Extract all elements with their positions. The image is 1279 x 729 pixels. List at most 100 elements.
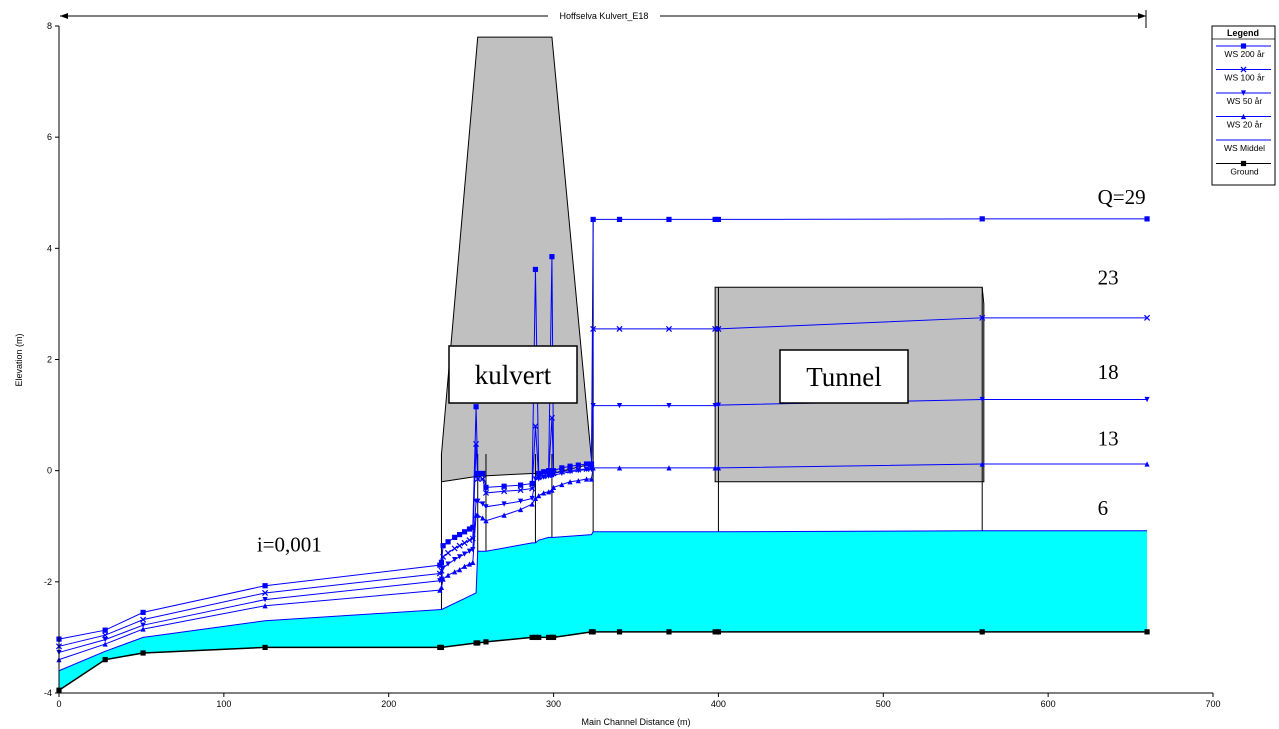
point-ws-200-r: [518, 482, 524, 488]
annotation-label: 18: [1098, 360, 1119, 384]
point-ground: [532, 634, 539, 641]
point-ws-20-r: [536, 493, 542, 499]
point-ws-20-r: [452, 569, 458, 575]
point-ws-200-r: [461, 529, 468, 535]
point-ws-200-r: [567, 463, 573, 469]
point-ws-50-r: [712, 403, 718, 409]
point-ws-100-r: [479, 475, 486, 483]
water-fill-layer: [59, 530, 1148, 691]
x-axis-title: Main Channel Distance (m): [581, 717, 690, 727]
y-tick-label: 8: [47, 21, 52, 31]
point-ws-50-r: [452, 557, 458, 563]
plot-area: 0 100 200 300 400 500 600 700 -4 -2 0 2 4 6 8: [44, 21, 1221, 709]
legend-entry-label: WS Middel: [1224, 143, 1265, 153]
point-ws-100-r: [517, 487, 524, 494]
point-ground: [438, 644, 445, 651]
tunnel-label: Tunnel: [806, 362, 882, 392]
point-ws-200-r: [1144, 216, 1150, 222]
y-tick-label: -4: [44, 688, 52, 698]
point-ws-20-r: [546, 489, 552, 495]
point-ws-200-r: [532, 266, 539, 273]
point-ws-200-r: [480, 470, 486, 477]
point-ws-200-r: [501, 483, 507, 489]
point-ws-50-r: [440, 565, 446, 571]
point-ws-200-r: [616, 216, 623, 223]
point-ws-200-r: [102, 627, 108, 633]
x-tick-label: 100: [216, 699, 231, 709]
point-ws-50-r: [546, 473, 552, 479]
point-ws-20-r: [583, 476, 590, 482]
tunnel-label-box: [779, 349, 909, 404]
point-ws-200-r: [452, 534, 458, 540]
point-ws-50-r: [536, 476, 542, 482]
point-ws-20-r: [466, 561, 473, 567]
point-ground: [140, 650, 146, 656]
legend: Legend WS 200 år WS 100 år WS 50 år WS 20 å…: [1211, 25, 1276, 186]
point-ws-50-r: [532, 476, 539, 482]
x-tick-label: 0: [56, 699, 61, 709]
point-ws-50-r: [715, 402, 722, 408]
point-ws-200-r: [541, 469, 547, 475]
point-ws-20-r: [437, 587, 443, 593]
point-ws-20-r: [529, 501, 535, 507]
legend-entry-label: WS 100 år: [1224, 73, 1264, 83]
point-ws-20-r: [1144, 461, 1150, 467]
point-ws-100-r: [616, 325, 623, 332]
point-ground: [483, 639, 489, 645]
point-ws-50-r: [567, 469, 573, 475]
point-ws-100-r: [501, 488, 508, 495]
point-ws-100-r: [473, 440, 480, 448]
point-ws-100-r: [715, 325, 722, 332]
point-ws-20-r: [532, 495, 539, 502]
point-ws-50-r: [480, 501, 486, 507]
water-fill-middel: [59, 530, 1148, 691]
point-ws-200-r: [140, 609, 146, 616]
point-ws-100-r: [665, 325, 672, 332]
point-ws-50-r: [457, 554, 463, 560]
point-ws-20-r: [501, 512, 507, 518]
legend-box: [1211, 25, 1276, 186]
point-ground: [666, 629, 672, 635]
point-ws-50-r: [518, 498, 524, 504]
point-ws-20-r: [470, 559, 476, 565]
annotation-label: i=0,001: [257, 532, 322, 556]
point-ws-100-r: [532, 423, 539, 430]
point-ws-20-r: [715, 465, 722, 471]
point-ground: [1144, 629, 1150, 635]
point-ws-20-r: [549, 487, 555, 493]
legend-title: Legend: [1227, 28, 1259, 38]
point-ws-200-r: [549, 254, 555, 260]
point-ground: [616, 629, 623, 635]
point-ws-20-r: [483, 518, 489, 524]
structure-kulvert: [440, 36, 592, 483]
point-ws-20-r: [541, 490, 547, 496]
point-ws-200-r: [262, 583, 268, 589]
x-tick-label: 700: [1205, 699, 1220, 709]
point-ground: [536, 634, 542, 641]
point-ws-20-r: [461, 563, 468, 569]
point-ground: [590, 629, 596, 635]
point-ws-100-r: [445, 549, 452, 556]
point-ws-20-r: [438, 584, 445, 590]
annotation-label: 23: [1098, 265, 1119, 289]
point-ws-20-r: [616, 465, 623, 471]
annotation-label: 6: [1098, 496, 1109, 520]
point-ws-200-r: [590, 216, 596, 223]
point-ws-200-r: [575, 462, 581, 468]
point-ws-100-r: [102, 632, 109, 639]
point-ws-20-r: [445, 572, 451, 578]
y-tick-label: 6: [47, 132, 52, 142]
y-tick-label: 4: [47, 243, 52, 253]
point-ground: [102, 657, 108, 663]
point-ground: [529, 634, 535, 641]
point-ws-50-r: [461, 551, 468, 557]
point-ws-20-r: [575, 478, 581, 484]
point-ws-20-r: [712, 465, 718, 471]
legend-marker: [1240, 90, 1247, 96]
point-ws-50-r: [590, 403, 596, 409]
x-tick-label: 400: [711, 699, 726, 709]
point-ws-50-r: [501, 501, 507, 507]
point-ws-100-r: [440, 553, 447, 560]
point-ws-20-r: [979, 461, 985, 467]
point-ws-20-r: [590, 465, 596, 471]
